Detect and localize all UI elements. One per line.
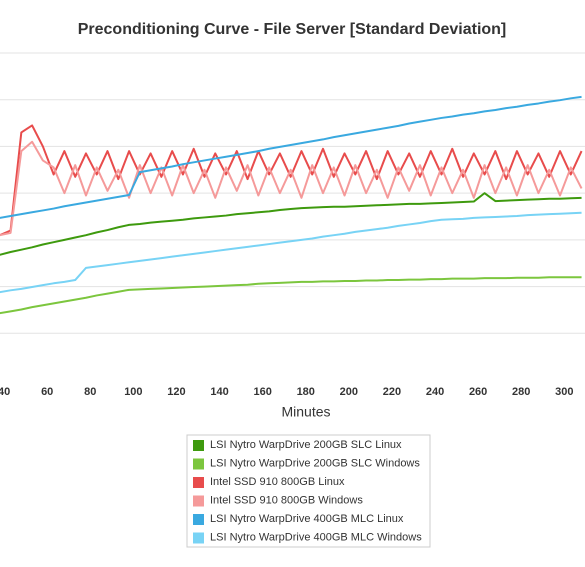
x-tick-label: 120: [167, 386, 185, 398]
x-tick-label: 180: [297, 386, 315, 398]
legend-label: LSI Nytro WarpDrive 200GB SLC Linux: [210, 439, 402, 451]
series-line: [0, 192, 582, 256]
legend-label: LSI Nytro WarpDrive 400GB MLC Linux: [210, 513, 404, 525]
legend-label: Intel SSD 910 800GB Windows: [210, 494, 363, 506]
legend-swatch: [193, 458, 204, 470]
x-tick-label: 300: [555, 386, 573, 398]
x-tick-label: 60: [41, 386, 53, 398]
x-tick-label: 260: [469, 386, 487, 398]
legend-swatch: [193, 514, 204, 525]
x-tick-label: 240: [426, 386, 444, 398]
series-line: [0, 140, 583, 237]
x-axis-label: Minutes: [281, 404, 330, 420]
x-tick-label: 140: [210, 386, 228, 398]
chart-title: Preconditioning Curve - File Server [Sta…: [78, 21, 507, 38]
x-tick-label: 280: [512, 386, 530, 398]
legend-box: [186, 434, 431, 548]
x-tick-label: 200: [340, 386, 358, 398]
series-line: [0, 276, 582, 315]
legend-swatch: [193, 440, 204, 451]
series-line: [0, 95, 582, 219]
legend-label: LSI Nytro WarpDrive 200GB SLC Windows: [210, 457, 420, 469]
x-tick-label: 100: [124, 386, 142, 398]
legend-swatch: [193, 477, 204, 488]
x-tick-label: 40: [0, 386, 10, 398]
legend-swatch: [193, 532, 204, 544]
x-tick-label: 220: [383, 386, 401, 398]
legend-label: LSI Nytro WarpDrive 400GB MLC Windows: [210, 531, 422, 543]
legend-label: Intel SSD 910 800GB Linux: [210, 476, 345, 488]
series-line: [0, 211, 582, 294]
x-tick-label: 160: [253, 386, 271, 398]
series-line: [0, 124, 583, 237]
legend-swatch: [193, 495, 204, 507]
x-tick-label: 80: [84, 386, 96, 398]
